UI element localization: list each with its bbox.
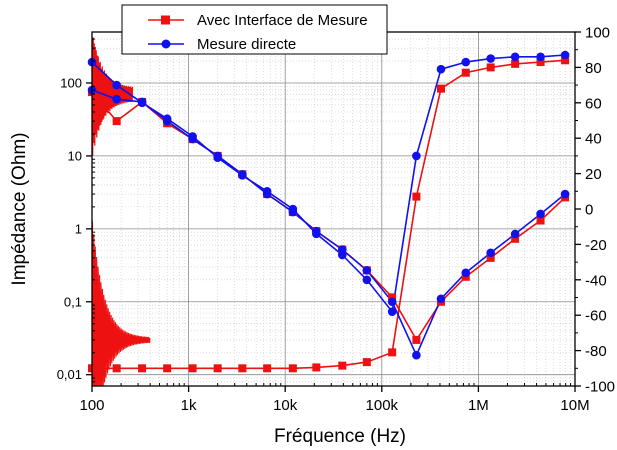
data-point-direct — [510, 52, 520, 62]
major-grid — [91, 32, 576, 386]
y-left-tick-label: 0,1 — [64, 294, 82, 309]
plot-frame — [91, 31, 576, 387]
minor-grid — [92, 32, 575, 386]
data-point-direct — [112, 94, 121, 104]
data-point-interface — [263, 364, 272, 373]
data-point-interface — [288, 364, 297, 373]
data-point-interface — [486, 253, 495, 262]
data-point-interface — [461, 68, 470, 77]
data-point-direct — [560, 50, 570, 60]
data-point-direct — [112, 80, 121, 90]
data-point-interface — [388, 348, 397, 357]
data-point-direct — [486, 248, 495, 258]
y-right-tick-label: -60 — [585, 308, 607, 325]
y-right-tick-label: 60 — [585, 95, 602, 112]
y-left-tick-label: 1 — [75, 221, 82, 236]
data-point-interface — [511, 234, 520, 243]
data-point-direct — [486, 54, 495, 63]
data-point-direct — [560, 189, 570, 199]
data-point-direct — [213, 153, 222, 162]
legend: Avec Interface de Mesure Mesure directe — [121, 4, 388, 55]
tick-labels: 100 1k 10k 100k 1M 10M 0,01 0,1 1 10 100 100 80 60 40 2… — [57, 25, 615, 415]
legend-label-interface: Avec Interface de Mesure — [197, 12, 368, 29]
data-point-interface — [138, 364, 147, 373]
phase-curve-interface — [92, 59, 566, 370]
data-point-interface — [536, 216, 545, 225]
marker-layer — [87, 50, 570, 373]
phase-curve-direct — [92, 54, 566, 313]
data-point-interface — [188, 364, 197, 373]
x-axis-title: Fréquence (Hz) — [274, 426, 406, 447]
data-point-interface — [163, 364, 172, 373]
impedance-curve-interface — [92, 91, 566, 341]
x-tick-label: 1M — [468, 397, 489, 414]
y-left-tick-label: 10 — [68, 148, 82, 163]
data-point-direct — [412, 151, 421, 161]
impedance-curve-direct — [92, 89, 566, 356]
phase-noise-trace — [92, 220, 151, 386]
data-point-direct — [288, 204, 298, 214]
y-left-tick-label: 0,01 — [57, 367, 82, 382]
data-point-direct — [337, 250, 347, 260]
data-point-interface — [412, 335, 421, 344]
data-point-direct — [461, 57, 471, 67]
data-point-interface — [312, 363, 321, 372]
y-right-tick-label: 20 — [585, 166, 602, 183]
x-tick-label: 10M — [560, 397, 589, 414]
data-point-interface — [412, 192, 421, 201]
data-point-direct — [412, 350, 421, 360]
legend-red-marker — [161, 15, 170, 25]
data-point-interface — [238, 364, 247, 373]
data-point-direct — [362, 266, 372, 275]
data-point-direct — [312, 229, 321, 239]
data-point-interface — [486, 63, 495, 72]
y-axis-title: Impédance (Ohm) — [9, 132, 30, 285]
x-tick-label: 10k — [273, 397, 298, 414]
y-right-tick-label: -20 — [585, 237, 607, 254]
data-point-direct — [238, 171, 247, 180]
data-point-interface — [536, 58, 545, 67]
axis-ticks — [86, 31, 581, 392]
y-right-tick-label: 100 — [585, 25, 610, 42]
data-point-direct — [436, 64, 446, 74]
data-point-interface — [561, 56, 570, 65]
data-point-interface — [511, 59, 520, 68]
data-point-interface — [112, 364, 121, 373]
y-right-tick-label: -80 — [585, 343, 607, 360]
data-point-direct — [387, 297, 397, 307]
x-tick-label: 1k — [181, 397, 197, 414]
y-right-tick-label: -40 — [585, 272, 607, 289]
legend-label-direct: Mesure directe — [197, 36, 296, 53]
y-left-tick-label: 100 — [60, 75, 82, 90]
data-point-direct — [262, 187, 272, 196]
y-right-tick-label: 80 — [585, 60, 602, 77]
data-point-direct — [536, 209, 545, 219]
measurement-noise — [92, 37, 151, 386]
y-right-tick-label: 40 — [585, 131, 602, 148]
data-point-interface — [362, 358, 371, 367]
data-point-direct — [137, 98, 147, 108]
data-point-direct — [536, 52, 545, 62]
data-point-interface — [388, 293, 397, 302]
data-point-direct — [510, 229, 520, 239]
series-layer — [92, 54, 566, 370]
y-right-tick-label: -100 — [585, 379, 615, 396]
legend-blue-marker — [161, 39, 171, 49]
data-point-interface — [213, 364, 222, 373]
data-point-interface — [112, 117, 121, 126]
x-tick-label: 100 — [79, 397, 104, 414]
data-point-direct — [436, 294, 446, 304]
y-right-tick-label: 0 — [585, 202, 593, 219]
data-point-direct — [461, 268, 471, 278]
data-point-interface — [338, 361, 347, 370]
data-point-interface — [436, 84, 445, 93]
data-point-direct — [387, 307, 397, 316]
impedance-noise-trace — [92, 37, 134, 156]
data-point-direct — [362, 275, 372, 285]
data-point-direct — [162, 114, 172, 124]
data-point-direct — [188, 132, 197, 141]
x-tick-label: 100k — [366, 397, 399, 414]
